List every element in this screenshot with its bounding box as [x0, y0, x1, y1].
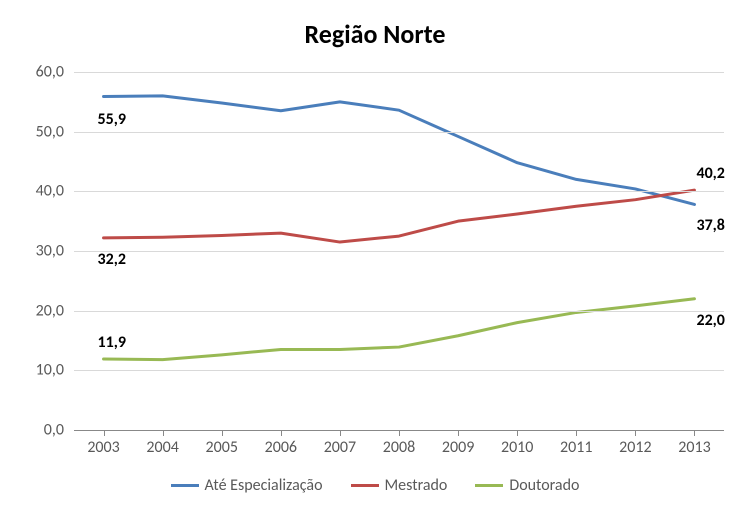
y-axis-tick-label: 10,0 [18, 361, 64, 380]
chart-title: Região Norte [0, 18, 750, 50]
line-series [104, 190, 695, 242]
data-label: 37,8 [696, 216, 724, 235]
line-series [104, 96, 695, 205]
y-axis-tick-label: 50,0 [18, 122, 64, 141]
x-axis-tick [694, 430, 695, 436]
legend-item: Até Especialização [171, 476, 323, 495]
legend-swatch [475, 484, 503, 487]
x-axis-tick-label: 2007 [324, 438, 356, 457]
legend: Até Especialização Mestrado Doutorado [0, 476, 750, 495]
x-axis-tick-label: 2009 [442, 438, 474, 457]
x-axis-tick-label: 2013 [678, 438, 710, 457]
data-label: 55,9 [98, 110, 126, 129]
x-axis-tick [340, 430, 341, 436]
x-axis-tick [399, 430, 400, 436]
y-axis-tick-label: 40,0 [18, 182, 64, 201]
y-axis-tick-label: 30,0 [18, 242, 64, 261]
legend-label: Doutorado [509, 476, 579, 495]
legend-swatch [171, 484, 199, 487]
x-axis-tick [517, 430, 518, 436]
x-axis-tick [222, 430, 223, 436]
legend-swatch [351, 484, 379, 487]
x-axis-tick [163, 430, 164, 436]
gridline [74, 132, 724, 133]
x-axis-tick-label: 2003 [87, 438, 119, 457]
chart-container: Região Norte 0,010,020,030,040,050,060,0… [0, 0, 750, 519]
y-axis-tick-label: 0,0 [18, 421, 64, 440]
x-axis-tick [281, 430, 282, 436]
data-label: 22,0 [696, 311, 724, 330]
data-label: 11,9 [98, 333, 126, 352]
x-axis-tick-label: 2011 [560, 438, 592, 457]
x-axis-tick-label: 2010 [501, 438, 533, 457]
gridline [74, 191, 724, 192]
x-axis-tick [458, 430, 459, 436]
x-axis-tick-label: 2005 [206, 438, 238, 457]
y-axis-tick-label: 60,0 [18, 63, 64, 82]
x-axis-tick-label: 2006 [265, 438, 297, 457]
line-series [104, 299, 695, 360]
y-axis-tick-label: 20,0 [18, 301, 64, 320]
x-axis-tick [576, 430, 577, 436]
data-label: 40,2 [696, 164, 724, 183]
legend-item: Doutorado [475, 476, 579, 495]
data-label: 32,2 [98, 250, 126, 269]
gridline [74, 311, 724, 312]
plot-area: 0,010,020,030,040,050,060,02003200420052… [74, 72, 724, 430]
legend-item: Mestrado [351, 476, 448, 495]
x-axis-tick [104, 430, 105, 436]
gridline [74, 251, 724, 252]
x-axis-tick-label: 2008 [383, 438, 415, 457]
legend-label: Até Especialização [205, 476, 323, 495]
gridline [74, 72, 724, 73]
gridline [74, 370, 724, 371]
x-axis-tick-label: 2012 [619, 438, 651, 457]
x-axis-tick [635, 430, 636, 436]
legend-label: Mestrado [385, 476, 448, 495]
x-axis-tick-label: 2004 [146, 438, 178, 457]
